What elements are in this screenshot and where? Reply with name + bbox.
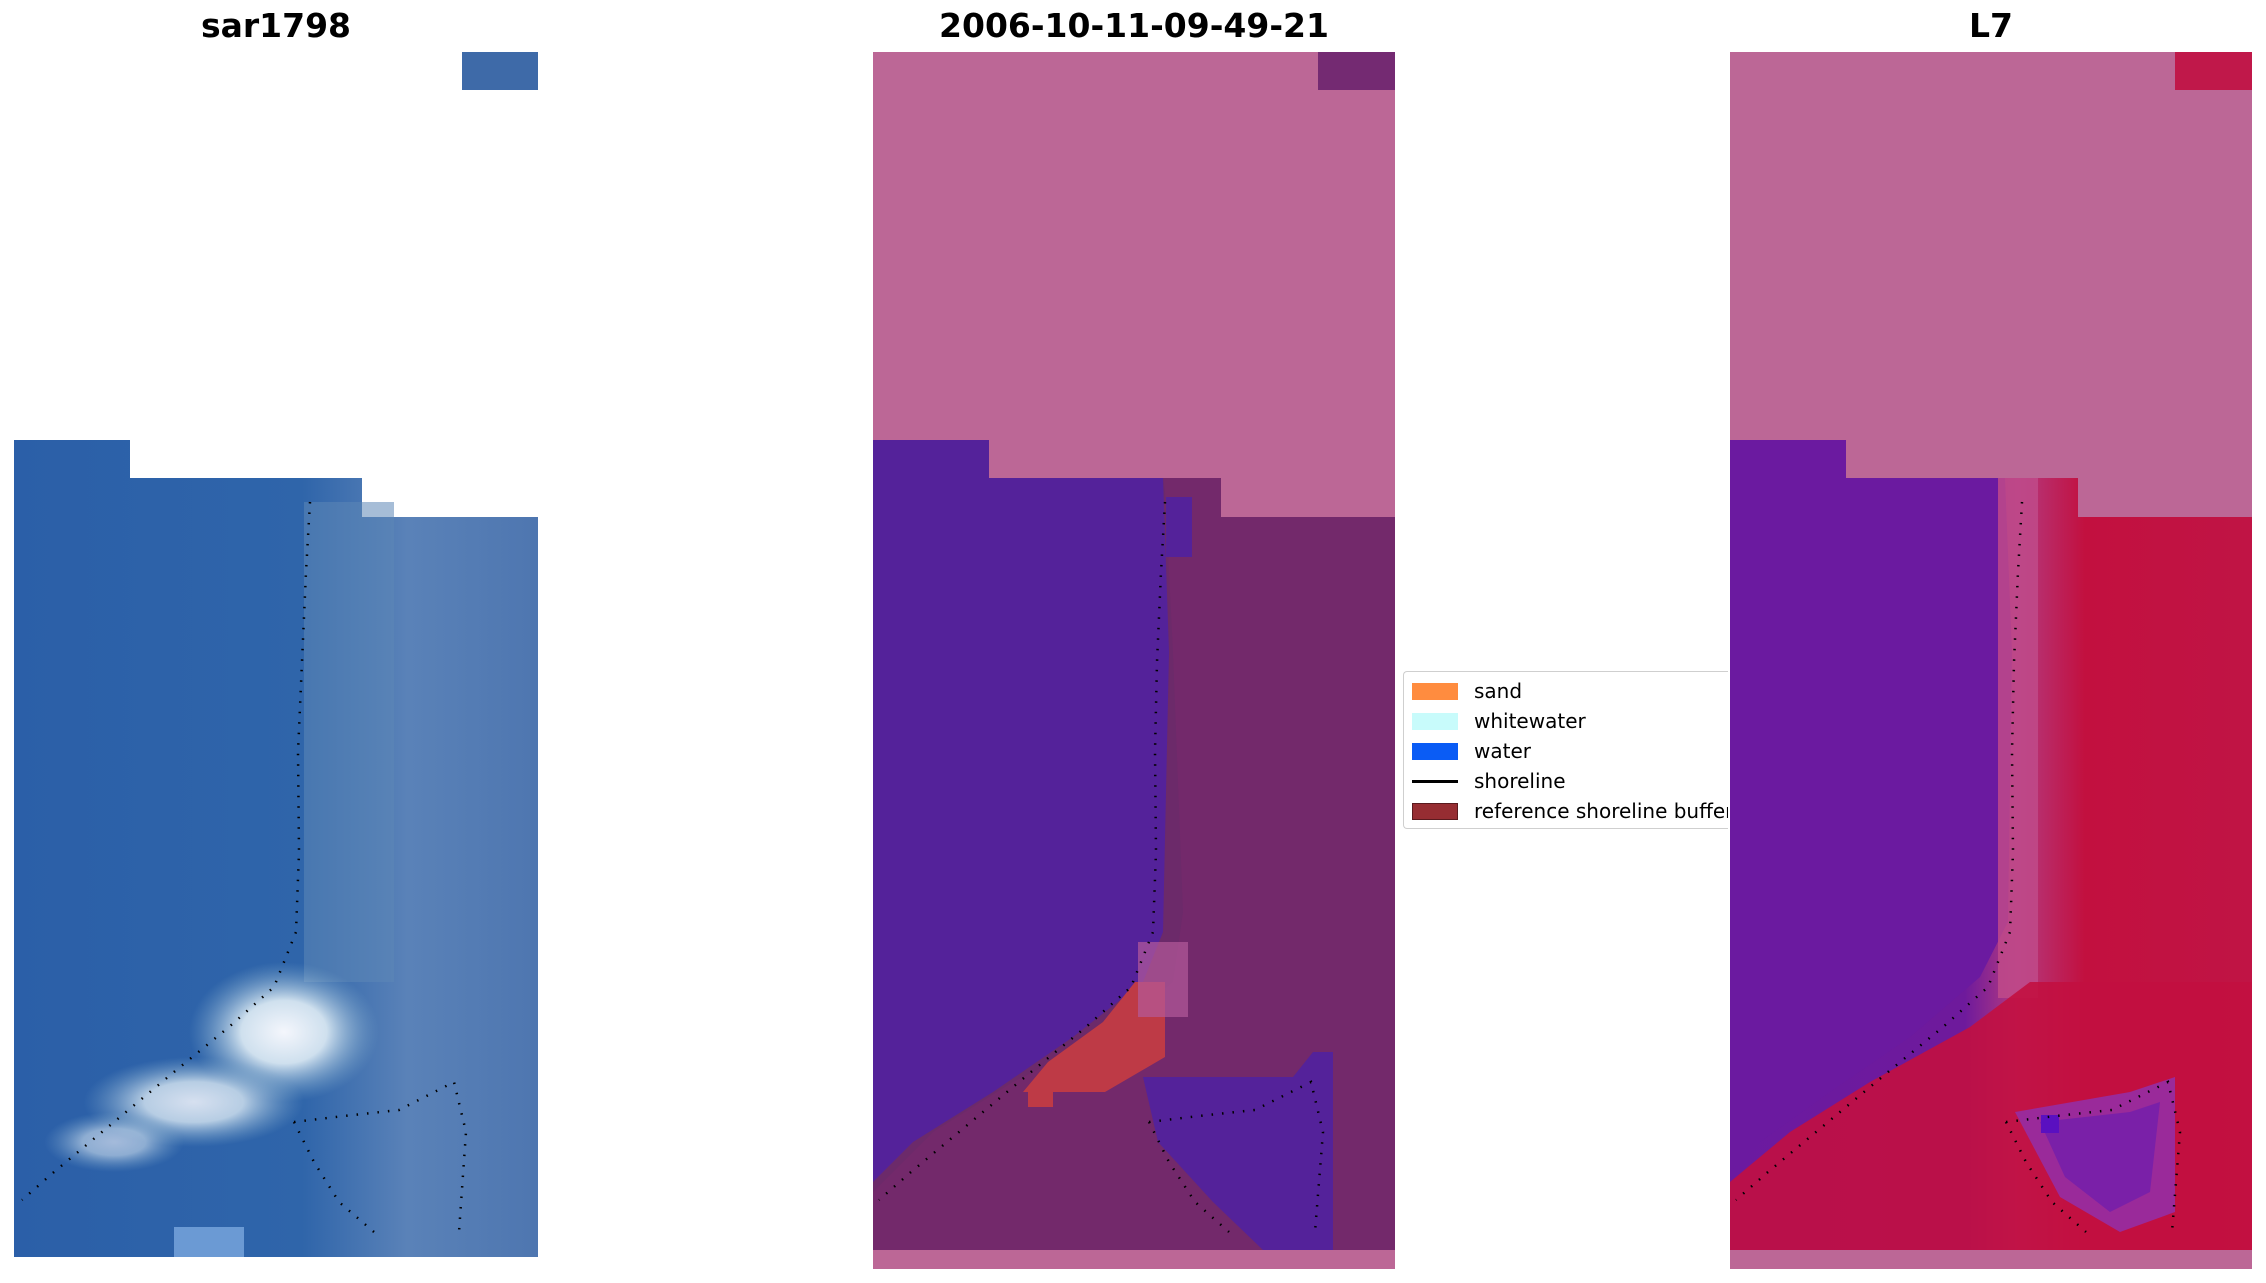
water-swatch (1412, 742, 1458, 760)
legend-item-water: water (1412, 737, 1531, 765)
rgb-image (14, 440, 538, 1257)
rgb-tile-top (462, 52, 538, 90)
mndwi-panel (1730, 52, 2252, 1269)
panel-title-mndwi: L7 (1969, 6, 2013, 45)
whitewater-swatch (1412, 712, 1458, 730)
water-class (873, 440, 1169, 1182)
legend-item-shoreline: shoreline (1412, 767, 1566, 795)
rgb-image-panel (14, 52, 538, 1269)
legend-label: sand (1474, 679, 1523, 703)
legend-item-whitewater: whitewater (1412, 707, 1586, 735)
legend-label: whitewater (1474, 709, 1586, 733)
legend-item-sand: sand (1412, 677, 1522, 705)
legend-label: reference shoreline buffer (1474, 799, 1728, 823)
legend-item-buffer: reference shoreline buffer (1412, 797, 1728, 825)
sand-swatch (1412, 682, 1458, 700)
legend-label: water (1474, 739, 1531, 763)
buffer-swatch (1412, 802, 1458, 820)
shoreline-line-swatch (1412, 779, 1458, 783)
panel-title-classification: 2006-10-11-09-49-21 (939, 6, 1329, 45)
legend: sand whitewater water shoreline referenc… (1403, 671, 1728, 829)
classification-panel (873, 52, 1395, 1269)
legend-label: shoreline (1474, 769, 1566, 793)
sand-class (1023, 982, 1165, 1092)
panel-title-rgb: sar1798 (200, 6, 352, 45)
